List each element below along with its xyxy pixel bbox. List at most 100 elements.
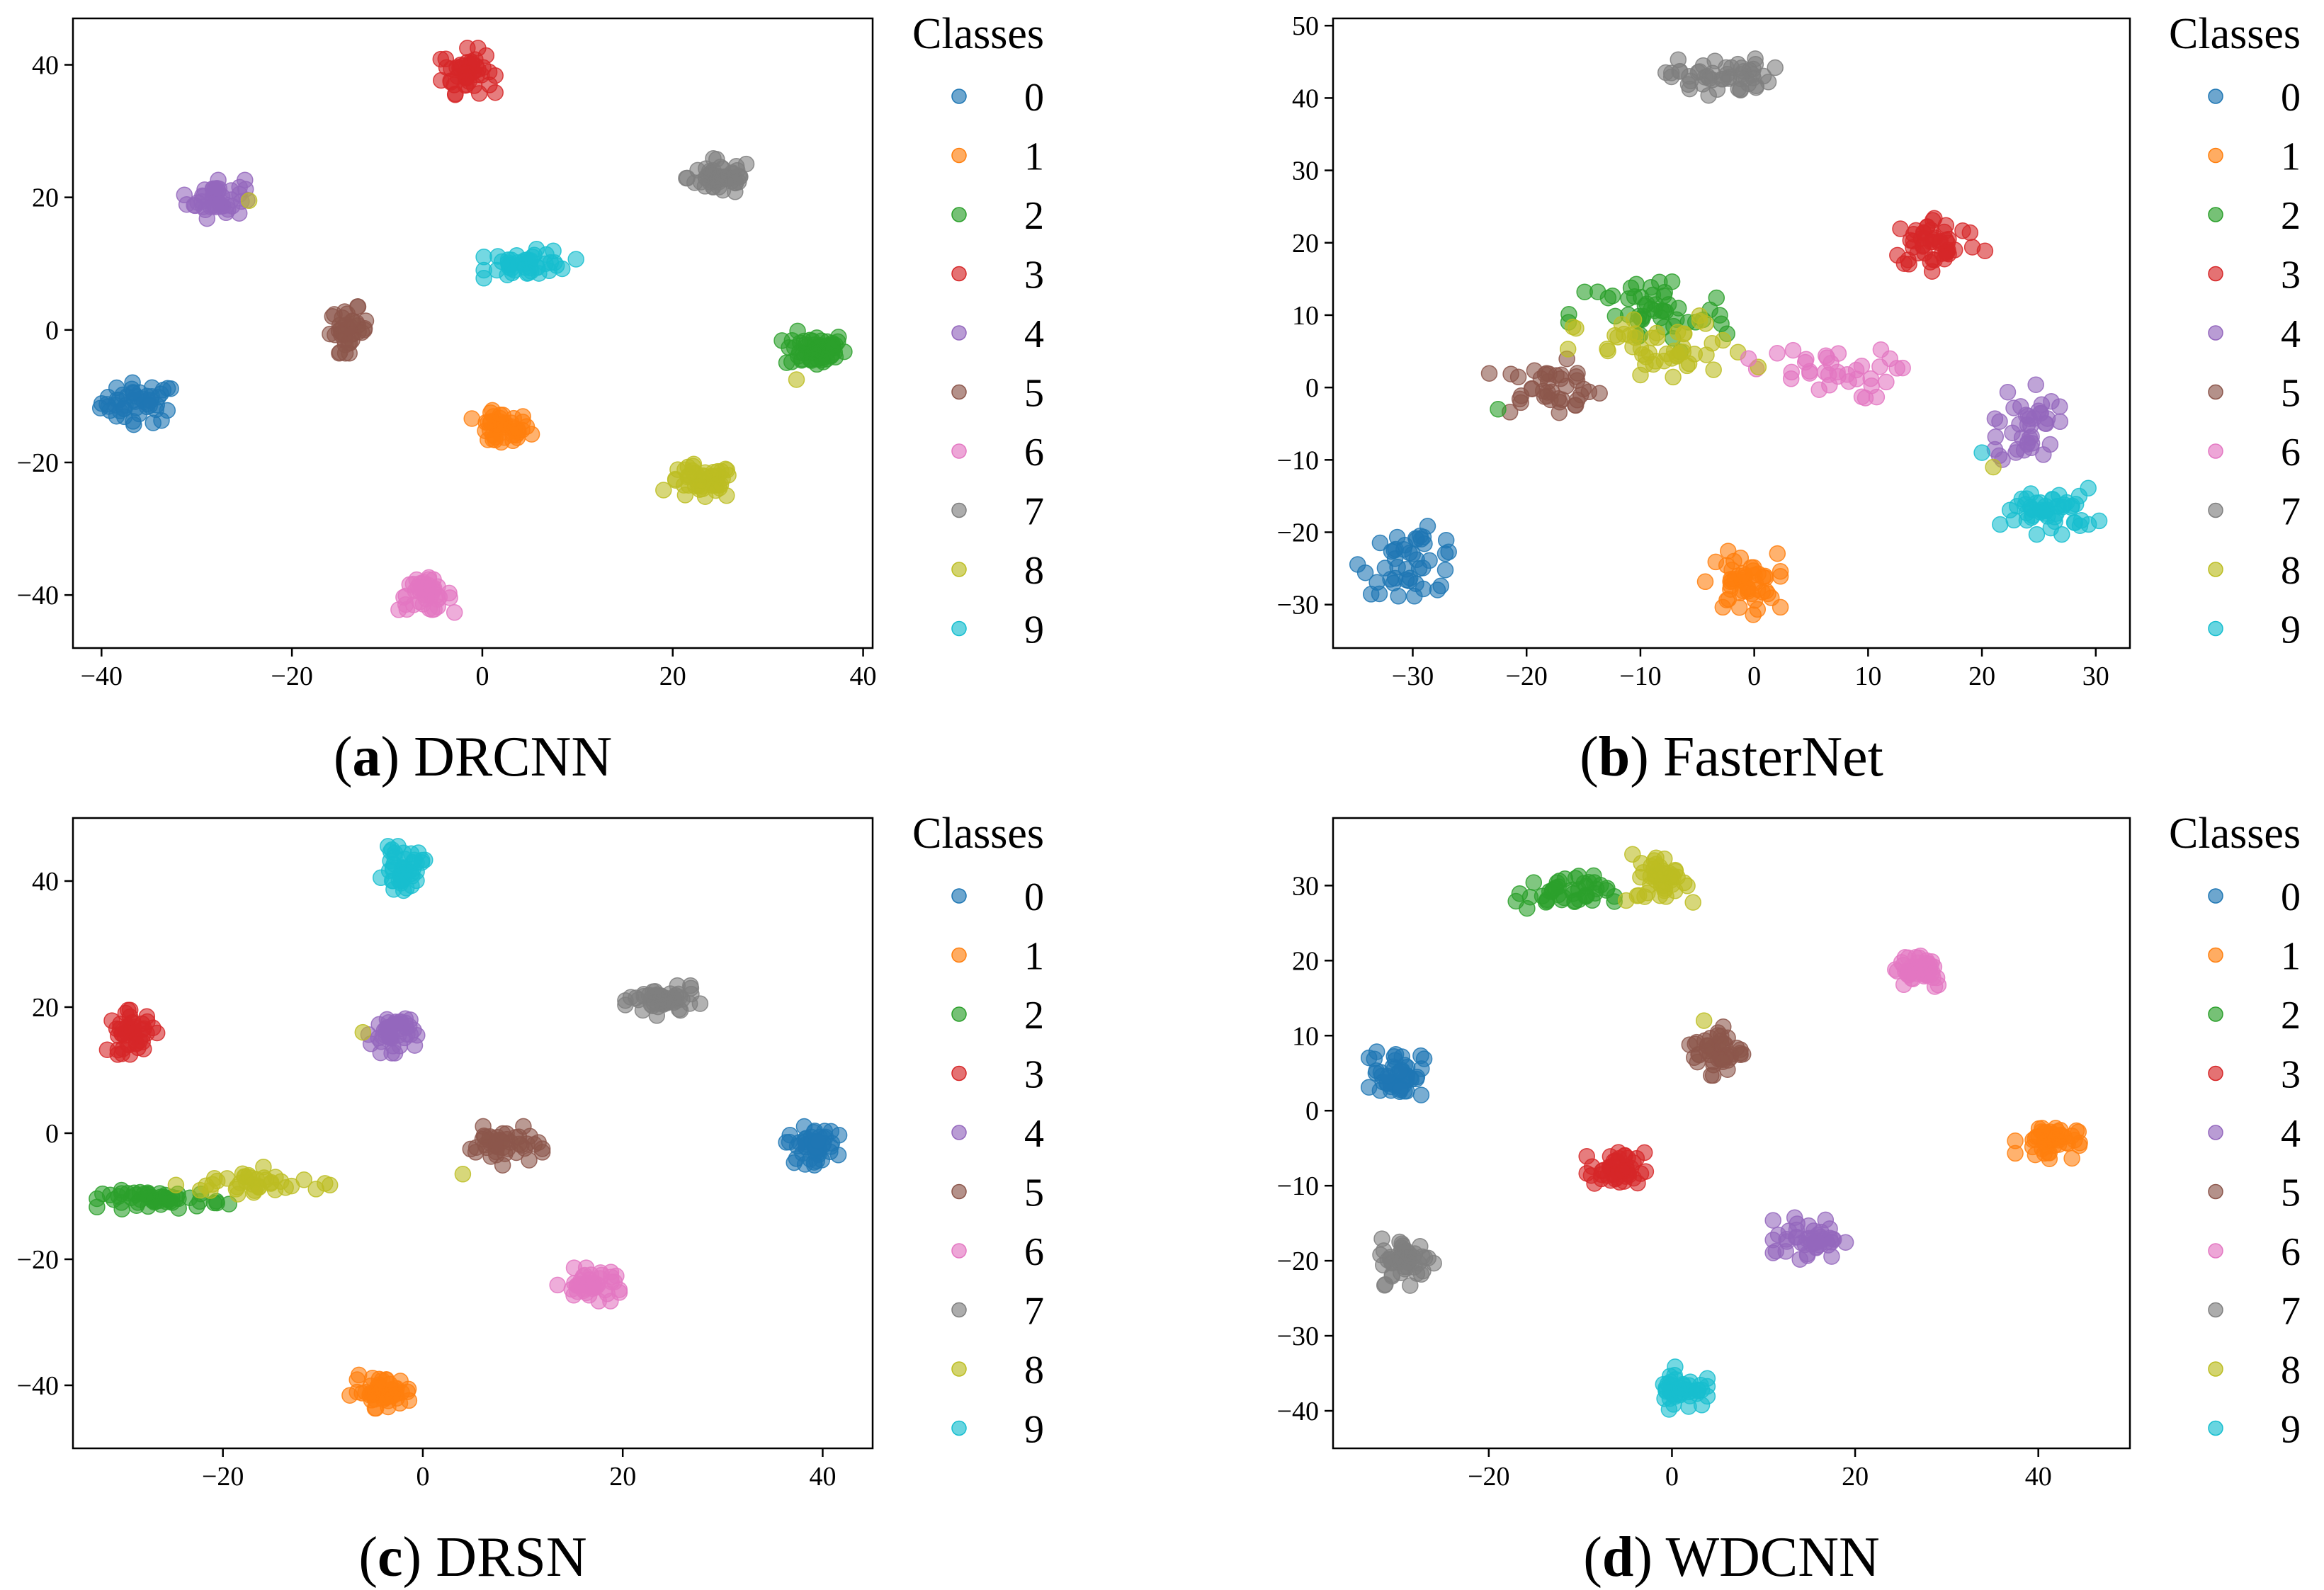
legend-marker [2208, 443, 2223, 459]
legend-marker [2208, 562, 2223, 577]
legend-marker [951, 620, 967, 637]
point-class-6 [1796, 353, 1814, 371]
point-class-1 [365, 1384, 383, 1402]
point-class-7 [697, 169, 715, 186]
legend-label: 0 [1024, 76, 1044, 120]
caption-name: FasterNet [1663, 726, 1883, 788]
point-class-9 [2032, 501, 2050, 518]
y-tick-label: 0 [45, 1119, 59, 1149]
legend-marker [951, 888, 967, 904]
point-class-0 [806, 1157, 823, 1174]
point-class-8 [229, 1186, 246, 1203]
point-class-7 [1701, 70, 1718, 87]
legend-marker [2208, 89, 2223, 104]
point-class-1 [348, 1371, 365, 1388]
point-class-3 [446, 86, 464, 103]
point-class-4 [1780, 1222, 1798, 1239]
point-class-3 [487, 84, 504, 101]
point-class-8 [1705, 361, 1722, 378]
point-class-3 [459, 40, 476, 57]
panel-a: −40 −20 0 20 40 −40 −20 0 20 40 Classes 0 1 2 3 4 5 6 7 8 9 (… [17, 10, 1044, 788]
legend-marker [951, 443, 967, 459]
point-class-3 [1606, 1171, 1624, 1188]
point-class-2 [1711, 307, 1728, 324]
point-class-5 [521, 1152, 538, 1169]
legend-marker [2208, 1125, 2223, 1140]
point-class-0 [108, 379, 125, 397]
point-class-9 [2044, 491, 2061, 508]
point-class-2 [1638, 295, 1655, 312]
legend-marker [2208, 1361, 2223, 1377]
y-tick-label: 30 [1292, 871, 1319, 901]
point-class-7 [1738, 69, 1755, 87]
legend-label: 9 [1024, 1408, 1044, 1452]
point-class-7 [1425, 1254, 1442, 1272]
y-tick-label: 40 [32, 867, 59, 897]
point-class-0 [1432, 577, 1449, 595]
y-tick-label: −20 [17, 1245, 59, 1275]
legend-item-0: 0 [951, 875, 1044, 919]
point-class-9 [501, 259, 518, 276]
x-tick-label: −30 [1392, 661, 1434, 691]
point-class-1 [463, 410, 480, 427]
legend-label: 1 [2281, 135, 2301, 179]
y-tick-label: 0 [1305, 373, 1319, 403]
scatter-points [89, 838, 848, 1417]
legend-item-9: 9 [2208, 608, 2301, 652]
caption-close-paren: ) [380, 726, 414, 788]
point-class-7 [1377, 1276, 1394, 1293]
point-class-3 [1961, 224, 1979, 242]
point-class-3 [109, 1046, 126, 1063]
legend-marker [2208, 1065, 2223, 1081]
legend-item-6: 6 [2208, 1230, 2301, 1274]
x-tick-label: 0 [475, 661, 489, 691]
panel-c: −20 0 20 40 −40 −20 0 20 40 Classes 0 1 2 3 4 5 6 7 8 9 (c) … [17, 810, 1044, 1589]
legend-item-7: 7 [2208, 1290, 2301, 1334]
legend-label: 3 [1024, 254, 1044, 297]
point-class-4 [176, 186, 193, 204]
point-class-1 [2007, 1132, 2024, 1149]
point-class-8 [1697, 315, 1714, 332]
point-class-6 [565, 1259, 583, 1276]
point-class-2 [1551, 873, 1568, 890]
point-class-0 [1387, 1045, 1405, 1063]
point-class-8 [1626, 329, 1644, 346]
legend-label: 4 [1024, 312, 1044, 356]
point-class-1 [341, 1387, 358, 1404]
point-class-3 [1923, 263, 1941, 280]
point-class-5 [1550, 390, 1567, 407]
point-class-8 [1624, 846, 1641, 863]
point-class-5 [1536, 388, 1553, 405]
y-tick-label: 0 [45, 316, 59, 346]
point-class-4 [208, 198, 225, 215]
point-class-9 [2053, 526, 2070, 543]
point-class-6 [1784, 341, 1802, 359]
legend-label: 6 [1024, 431, 1044, 475]
legend-label: 7 [2281, 490, 2301, 534]
legend-item-1: 1 [2208, 935, 2301, 979]
point-class-1 [1745, 606, 1762, 623]
point-class-3 [1937, 232, 1955, 249]
legend-label: 0 [2281, 875, 2301, 919]
legend-marker [951, 947, 967, 963]
point-class-8 [1695, 1012, 1713, 1029]
point-class-0 [1402, 569, 1419, 586]
legend-marker [951, 384, 967, 400]
legend-item-5: 5 [2208, 1171, 2301, 1215]
y-tick-label: 30 [1292, 157, 1319, 186]
legend-label: 6 [2281, 1230, 2301, 1274]
x-tick-label: 20 [1968, 661, 1995, 691]
legend-item-8: 8 [951, 1348, 1044, 1392]
legend-marker [951, 1420, 967, 1436]
legend-marker [951, 562, 967, 577]
point-class-7 [737, 155, 755, 173]
legend-item-8: 8 [2208, 1348, 2301, 1392]
point-class-0 [1385, 574, 1402, 592]
legend-marker [2208, 620, 2223, 637]
caption-close-paren: ) [1633, 1526, 1665, 1589]
legend-marker [951, 89, 967, 104]
legend-title: Classes [912, 810, 1044, 858]
legend-item-3: 3 [951, 1053, 1044, 1097]
point-class-5 [331, 343, 348, 361]
x-tick-label: 10 [1854, 661, 1881, 691]
